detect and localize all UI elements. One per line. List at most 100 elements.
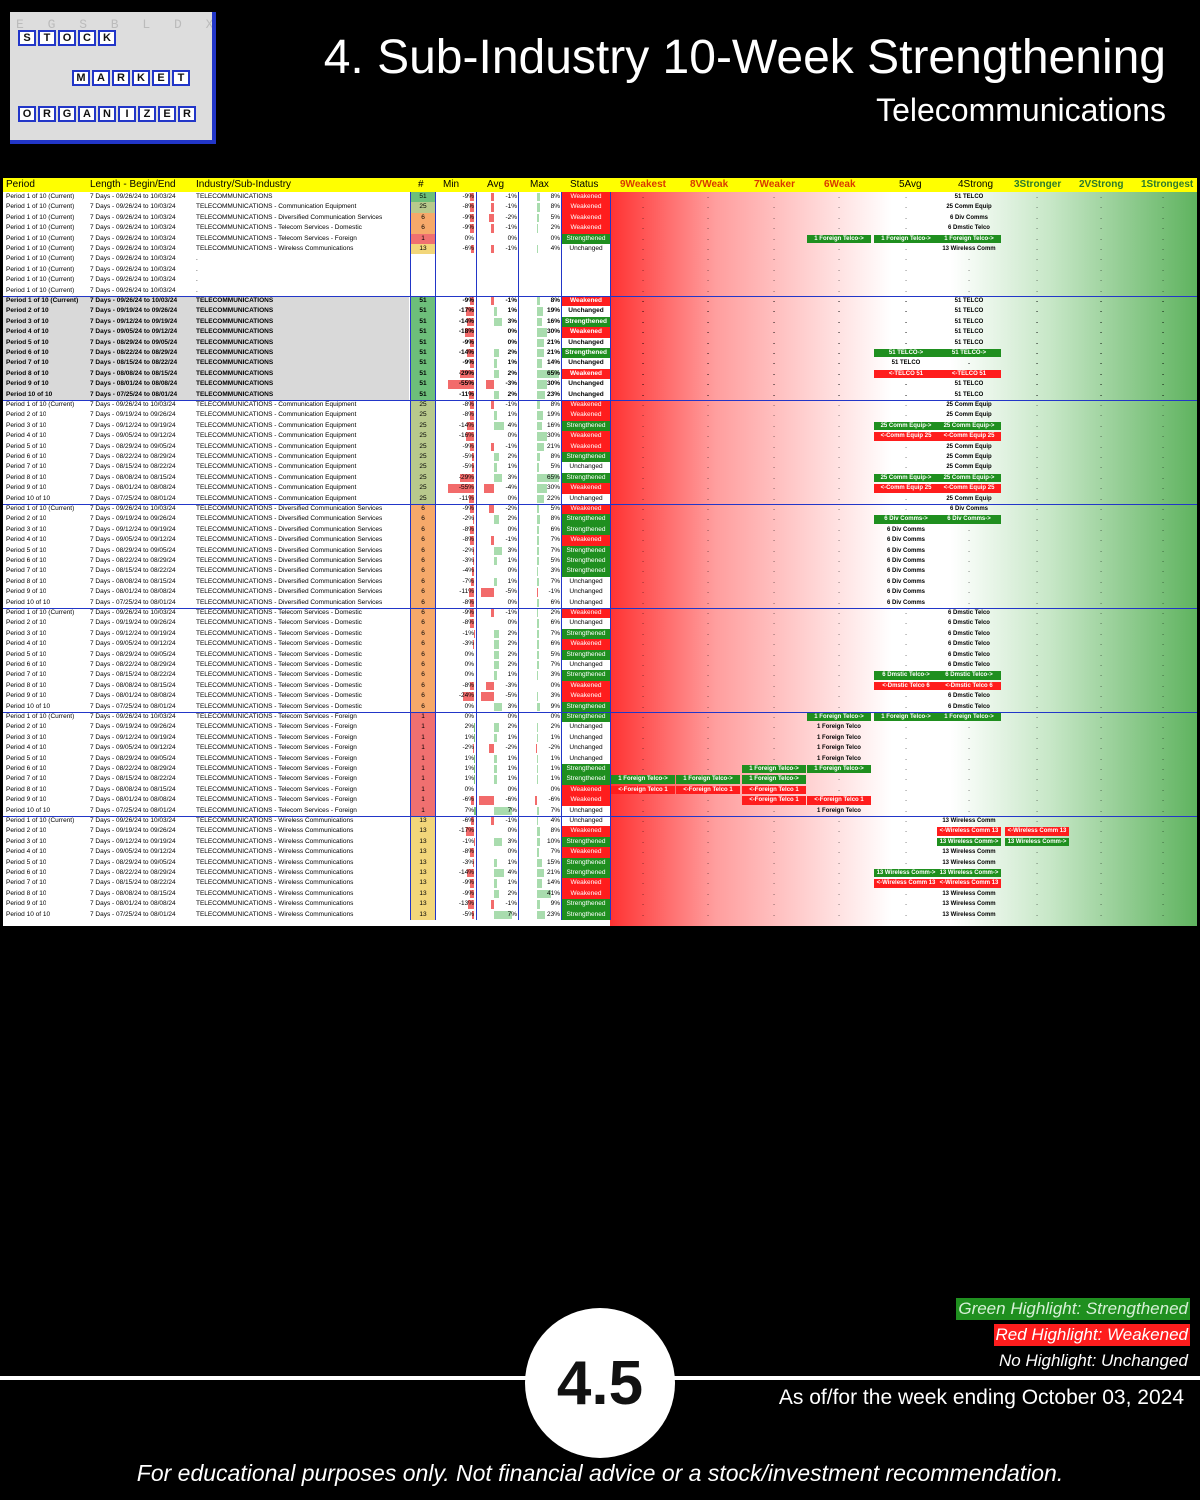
strength-tag: 51 TELCO bbox=[954, 318, 984, 325]
count-cell: 51 bbox=[411, 296, 435, 307]
strength-tag: 25 Comm Equip bbox=[946, 454, 992, 460]
period: Period 10 of 10 bbox=[6, 910, 51, 918]
empty-cell: . bbox=[1036, 401, 1038, 408]
empty-cell: . bbox=[838, 640, 840, 648]
strength-tag: 1 Foreign Telco-> bbox=[874, 713, 938, 722]
period: Period 1 of 10 (Current) bbox=[6, 203, 75, 211]
row-shade bbox=[3, 296, 409, 307]
count-cell: 51 bbox=[411, 337, 435, 348]
empty-cell: . bbox=[642, 494, 644, 502]
period: Period 9 of 10 bbox=[6, 484, 47, 492]
max-value: 1% bbox=[550, 754, 560, 762]
empty-cell: . bbox=[1036, 546, 1038, 554]
empty-cell: . bbox=[838, 775, 840, 783]
max-bar bbox=[537, 640, 540, 649]
length: 7 Days - 08/01/24 to 08/08/24 bbox=[90, 380, 178, 388]
empty-cell: . bbox=[1036, 817, 1038, 824]
max-bar bbox=[537, 328, 548, 337]
column-header: 6Weak bbox=[824, 179, 856, 190]
empty-cell: . bbox=[707, 650, 709, 658]
industry: TELECOMMUNICATIONS bbox=[196, 338, 274, 346]
empty-cell: . bbox=[773, 307, 775, 315]
empty-cell: . bbox=[707, 515, 709, 523]
period: Period 1 of 10 (Current) bbox=[6, 401, 75, 408]
strength-tag: 25 Comm Equip-> bbox=[874, 421, 938, 431]
max-value: 30% bbox=[546, 380, 560, 388]
length: 7 Days - 09/26/24 to 10/03/24 bbox=[90, 203, 176, 211]
count-cell: 6 bbox=[411, 618, 435, 629]
table-row: Period 5 of 10 7 Days - 08/29/24 to 09/05… bbox=[3, 857, 1197, 868]
group-separator bbox=[3, 400, 1197, 401]
empty-cell: . bbox=[1036, 494, 1038, 502]
empty-cell: . bbox=[1162, 338, 1164, 346]
empty-cell: . bbox=[642, 744, 644, 752]
industry: TELECOMMUNICATIONS bbox=[196, 369, 274, 377]
empty-cell: . bbox=[968, 567, 970, 575]
min-bar bbox=[471, 463, 474, 472]
table-row: Period 8 of 10 7 Days - 08/08/24 to 08/15… bbox=[3, 784, 1197, 796]
empty-cell: . bbox=[838, 338, 840, 346]
min-value: -5% bbox=[462, 463, 474, 471]
empty-cell: . bbox=[905, 744, 907, 752]
table-row: Period 7 of 10 7 Days - 08/15/24 to 08/22… bbox=[3, 774, 1197, 785]
column-header: 8VWeak bbox=[690, 179, 729, 190]
empty-cell: . bbox=[773, 349, 775, 356]
period: Period 10 of 10 bbox=[6, 598, 51, 606]
empty-cell: . bbox=[1036, 785, 1038, 793]
period: Period 6 of 10 bbox=[6, 349, 49, 356]
min-value: -2% bbox=[462, 515, 474, 523]
strength-tag: 13 Wireless Comm-> bbox=[1005, 837, 1069, 847]
empty-cell: . bbox=[707, 494, 709, 502]
max-bar bbox=[537, 297, 540, 306]
empty-cell: . bbox=[905, 390, 907, 398]
empty-cell: . bbox=[905, 692, 907, 700]
empty-cell: . bbox=[838, 588, 840, 596]
avg-value: 2% bbox=[507, 390, 517, 398]
logo-letter: G bbox=[58, 106, 76, 122]
industry: TELECOMMUNICATIONS - Wireless Communicat… bbox=[196, 848, 354, 856]
empty-cell: . bbox=[1100, 245, 1102, 252]
industry: . bbox=[196, 286, 198, 294]
min-bar bbox=[466, 432, 474, 441]
legend: Green Highlight: Strengthened Red Highli… bbox=[956, 1298, 1190, 1376]
min-bar bbox=[468, 588, 474, 597]
max-bar bbox=[537, 661, 540, 670]
length: 7 Days - 08/15/24 to 08/22/24 bbox=[90, 567, 176, 575]
avg-value: 0% bbox=[507, 338, 517, 346]
empty-cell: . bbox=[1036, 213, 1038, 221]
empty-cell: . bbox=[838, 432, 840, 440]
column-header: 9Weakest bbox=[620, 179, 666, 190]
industry: TELECOMMUNICATIONS bbox=[196, 297, 274, 304]
empty-cell: . bbox=[968, 733, 970, 741]
avg-bar bbox=[494, 858, 497, 867]
table-row: Period 4 of 10 7 Days - 09/05/24 to 09/12… bbox=[3, 847, 1197, 858]
min-value: -14% bbox=[458, 317, 474, 325]
status-cell: Unchanged bbox=[569, 598, 603, 606]
max-bar bbox=[537, 401, 540, 410]
max-bar bbox=[537, 848, 540, 857]
min-bar bbox=[473, 744, 474, 753]
table-row: Period 2 of 10 7 Days - 09/19/24 to 09/26… bbox=[3, 410, 1197, 421]
empty-cell: . bbox=[773, 588, 775, 596]
table-row: Period 7 of 10 7 Days - 08/15/24 to 08/22… bbox=[3, 878, 1197, 889]
empty-cell: . bbox=[905, 889, 907, 897]
max-value: 14% bbox=[546, 879, 560, 887]
period: Period 5 of 10 bbox=[6, 858, 47, 866]
period: Period 1 of 10 (Current) bbox=[6, 276, 75, 284]
empty-cell: . bbox=[1036, 692, 1038, 700]
min-bar bbox=[474, 723, 475, 732]
period: Period 4 of 10 bbox=[6, 744, 47, 752]
length: 7 Days - 09/26/24 to 10/03/24 bbox=[90, 224, 176, 232]
empty-cell: . bbox=[905, 775, 907, 783]
empty-cell: . bbox=[838, 827, 840, 835]
max-value: 0% bbox=[550, 785, 560, 793]
count-cell: 51 bbox=[411, 327, 435, 338]
logo-letter: A bbox=[92, 70, 110, 86]
empty-cell: . bbox=[1162, 889, 1164, 897]
min-value: -9% bbox=[462, 297, 474, 304]
strength-tag: 51 TELCO bbox=[954, 308, 984, 315]
period: Period 3 of 10 bbox=[6, 837, 47, 845]
empty-cell: . bbox=[1036, 796, 1038, 804]
max-value: 65% bbox=[546, 369, 560, 377]
strength-tag: 6 Dmstic Telco bbox=[948, 620, 990, 627]
